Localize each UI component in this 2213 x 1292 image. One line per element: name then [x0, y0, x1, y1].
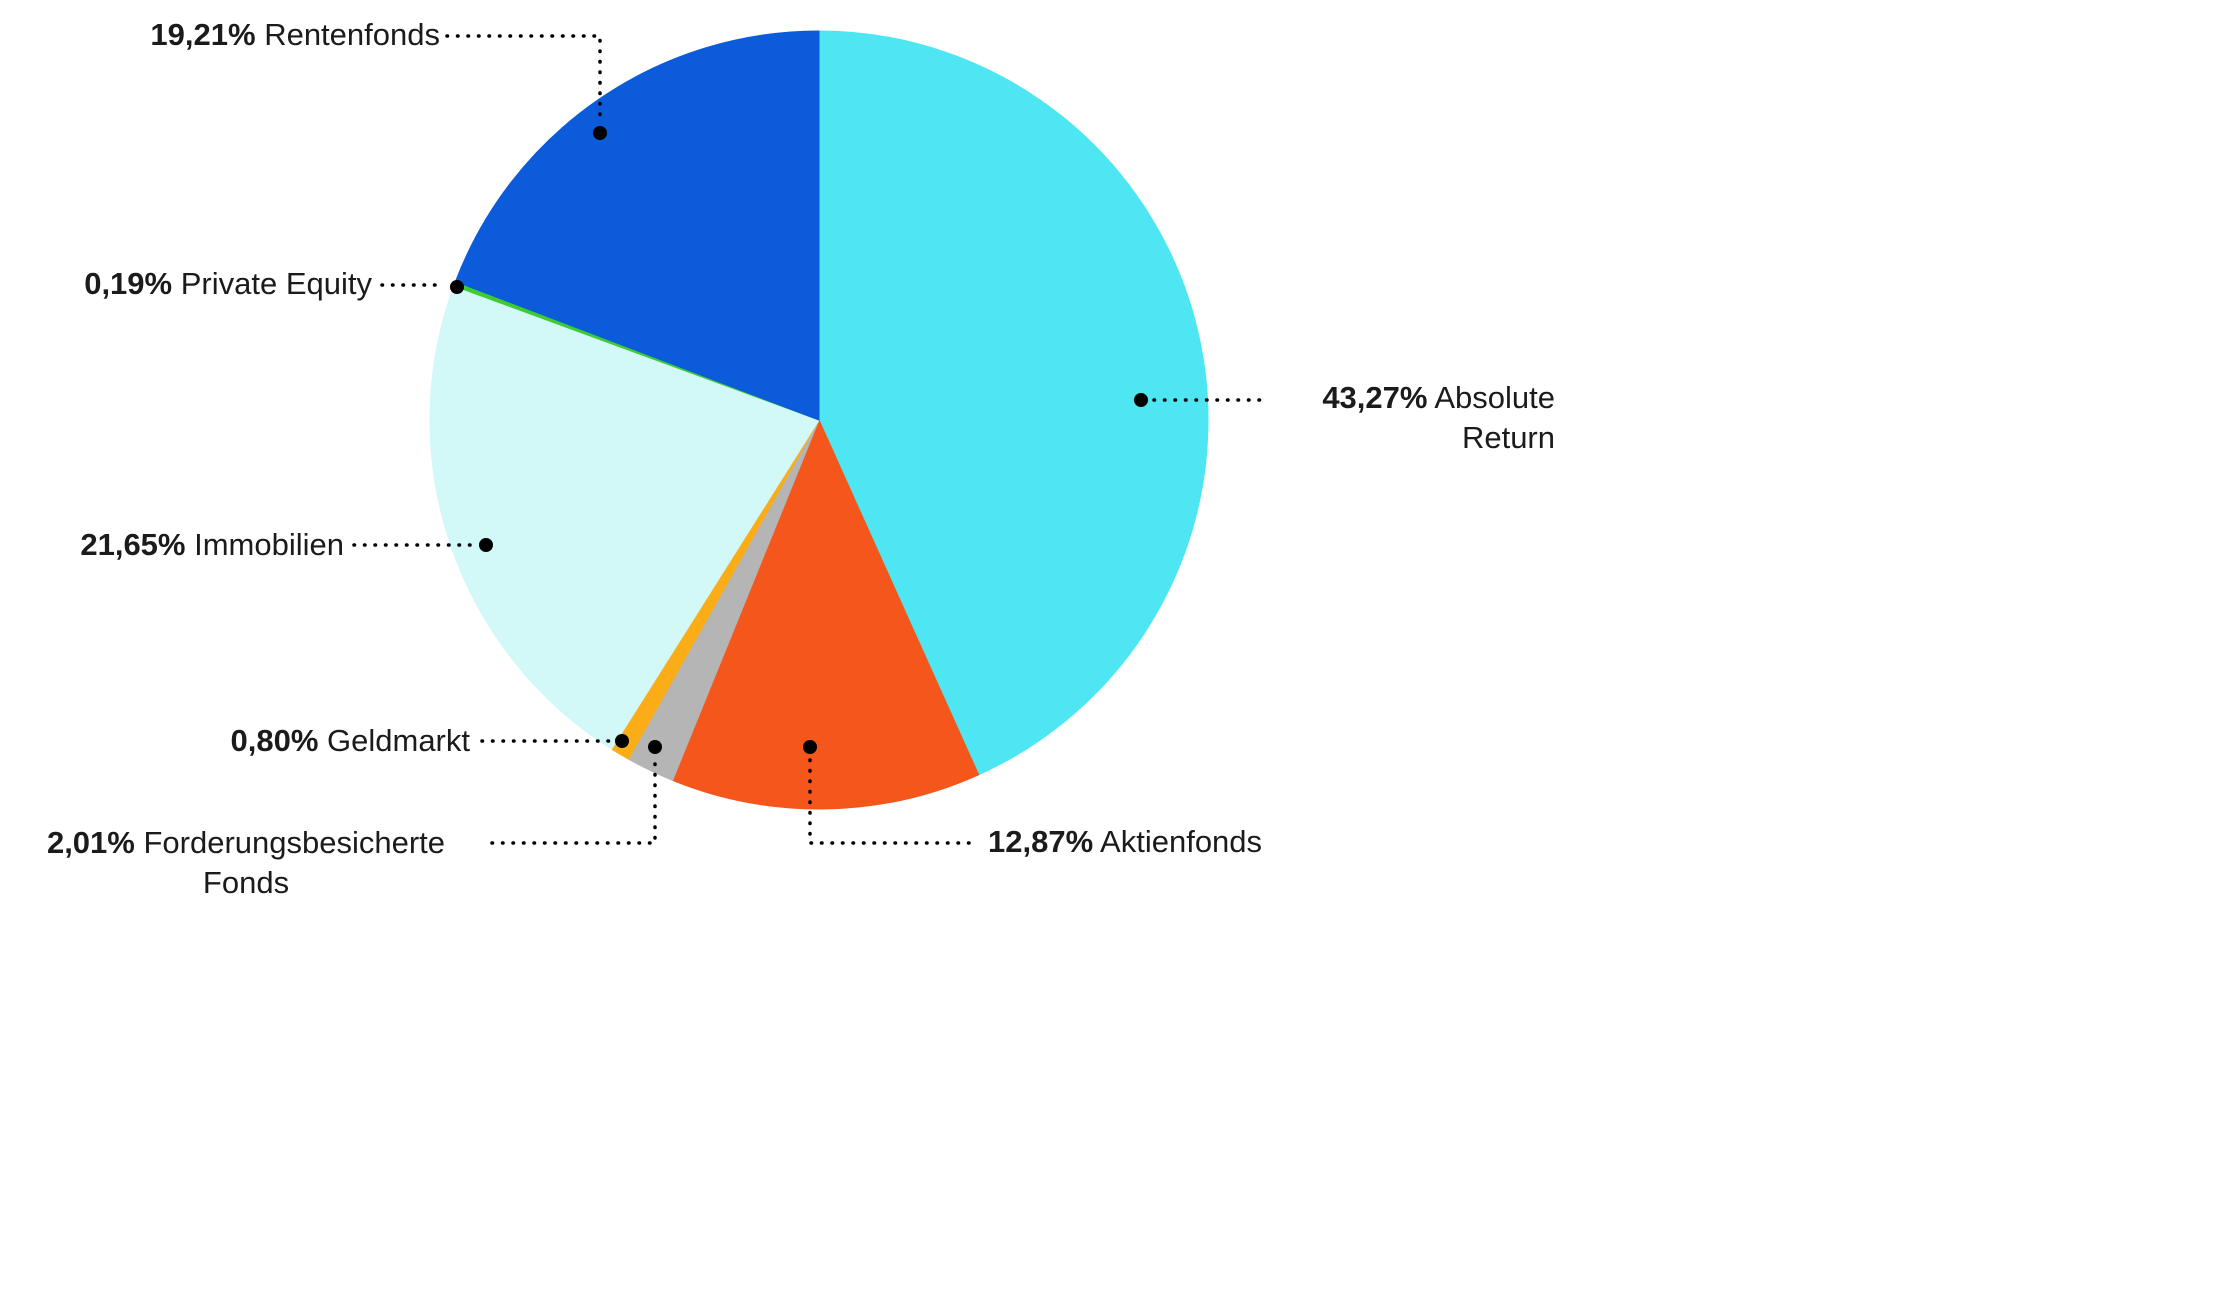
label-aktienfonds: 12,87% Aktienfonds — [988, 822, 1262, 862]
anchor-dot-aktienfonds — [803, 740, 817, 754]
anchor-dot-absolute-return — [1134, 393, 1148, 407]
label-immobilien: 21,65% Immobilien — [0, 525, 344, 565]
leader-aktienfonds — [803, 740, 980, 845]
label-rentenfonds: 19,21% Rentenfonds — [60, 15, 440, 55]
label-geldmarkt-name: Geldmarkt — [327, 723, 470, 758]
label-rentenfonds-percent: 19,21% — [150, 17, 256, 52]
pie-slice-rentenfonds — [454, 30, 820, 421]
label-aktienfonds-percent: 12,87% — [988, 824, 1094, 859]
label-absolute-return-name: Absolute Return — [1434, 380, 1555, 455]
label-aktienfonds-name: Aktienfonds — [1100, 824, 1263, 859]
label-private-equity-percent: 0,19% — [84, 266, 173, 301]
anchor-dot-forderungsbesicherte-fonds — [648, 740, 662, 754]
anchor-dot-geldmarkt — [615, 734, 629, 748]
leader-rentenfonds — [445, 34, 607, 140]
label-absolute-return: 43,27% Absolute Return — [1283, 378, 1555, 458]
label-forderungsbesicherte-fonds: 2,01% Forderungsbesicherte Fonds — [25, 823, 467, 903]
label-forderungsbesicherte-fonds-percent: 2,01% — [46, 825, 135, 860]
label-immobilien-name: Immobilien — [194, 527, 344, 562]
anchor-dot-rentenfonds — [593, 126, 607, 140]
label-absolute-return-percent: 43,27% — [1322, 380, 1428, 415]
leader-forderungsbesicherte-fonds — [490, 740, 662, 845]
label-private-equity: 0,19% Private Equity — [0, 264, 372, 304]
pie-slices-group — [429, 30, 1209, 810]
label-geldmarkt-percent: 0,80% — [230, 723, 319, 758]
label-rentenfonds-name: Rentenfonds — [264, 17, 440, 52]
label-private-equity-name: Private Equity — [180, 266, 372, 301]
leader-absolute-return — [1134, 393, 1270, 407]
leader-immobilien — [352, 538, 493, 552]
pie-slice-absolute-return — [818, 30, 1209, 776]
leader-private-equity — [380, 280, 464, 294]
label-geldmarkt: 0,80% Geldmarkt — [0, 721, 470, 761]
leader-geldmarkt — [480, 734, 629, 748]
anchor-dot-immobilien — [479, 538, 493, 552]
pie-slice-immobilien — [429, 285, 820, 750]
label-immobilien-percent: 21,65% — [80, 527, 186, 562]
label-forderungsbesicherte-fonds-name: Forderungsbesicherte Fonds — [143, 825, 446, 900]
anchor-dot-private-equity — [450, 280, 464, 294]
pie-slice-aktienfonds — [671, 418, 980, 810]
